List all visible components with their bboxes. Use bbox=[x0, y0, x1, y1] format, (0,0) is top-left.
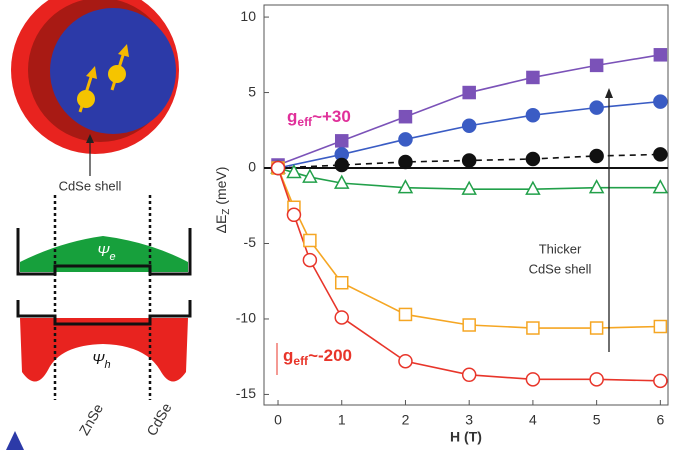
marker bbox=[463, 182, 476, 194]
marker bbox=[590, 181, 603, 193]
y-axis-label: ΔEZ (meV) bbox=[213, 167, 232, 234]
marker bbox=[654, 181, 667, 193]
marker bbox=[527, 322, 539, 334]
trend-arrow-head bbox=[605, 88, 613, 98]
spin bbox=[77, 90, 95, 108]
x-tick-label: 5 bbox=[593, 412, 601, 428]
marker bbox=[463, 119, 476, 132]
marker bbox=[654, 148, 667, 161]
annotation-sub: eff bbox=[293, 354, 309, 368]
arrow-label: CdSe shell bbox=[529, 261, 592, 276]
x-tick-label: 6 bbox=[656, 412, 664, 428]
x-axis-label: H (T) bbox=[450, 429, 482, 445]
x-tick-label: 1 bbox=[338, 412, 346, 428]
y-tick-label: -5 bbox=[244, 234, 257, 250]
y-tick-label: 5 bbox=[248, 83, 256, 99]
marker bbox=[591, 59, 603, 71]
marker bbox=[287, 208, 300, 221]
electron-well: Ψe bbox=[18, 228, 190, 274]
marker bbox=[336, 135, 348, 147]
marker bbox=[654, 321, 666, 333]
marker bbox=[526, 373, 539, 386]
arrow-label: Thicker bbox=[539, 241, 582, 256]
annotation: geff~+30 bbox=[287, 107, 351, 129]
y-tick-label: -10 bbox=[236, 310, 256, 326]
annotation-base: g bbox=[283, 346, 293, 365]
y-label-base: ΔE bbox=[213, 215, 229, 234]
psi-h-shape bbox=[20, 318, 188, 382]
psi-e-base: Ψ bbox=[97, 243, 110, 260]
corner-mark bbox=[6, 431, 24, 450]
x-tick-label: 3 bbox=[465, 412, 473, 428]
nanocrystal: CdSe shell bbox=[11, 0, 179, 193]
y-label-rest: (meV) bbox=[213, 167, 229, 209]
marker bbox=[654, 95, 667, 108]
marker bbox=[303, 254, 316, 267]
shell-label: CdSe shell bbox=[59, 178, 122, 193]
marker bbox=[590, 149, 603, 162]
page: {"chart_data": {"type": "line", "x_label… bbox=[0, 0, 673, 450]
y-tick-label: 0 bbox=[248, 159, 256, 175]
y-tick-label: 10 bbox=[240, 8, 256, 24]
spin bbox=[108, 65, 126, 83]
hole-well: Ψh bbox=[18, 300, 190, 382]
marker bbox=[272, 162, 285, 175]
annotation-base: g bbox=[287, 107, 297, 126]
marker bbox=[463, 154, 476, 167]
psi-h-label: Ψh bbox=[92, 351, 111, 371]
marker bbox=[463, 368, 476, 381]
layer-label: CdSe bbox=[143, 400, 174, 439]
psi-h-base: Ψ bbox=[92, 351, 105, 368]
marker bbox=[336, 277, 348, 289]
marker bbox=[463, 319, 475, 331]
psi-h-sub: h bbox=[104, 359, 110, 371]
marker bbox=[654, 49, 666, 61]
marker bbox=[654, 374, 667, 387]
layer-label: ZnSe bbox=[76, 401, 107, 438]
marker bbox=[399, 111, 411, 123]
marker bbox=[399, 308, 411, 320]
figure: CdSe shell Ψe Ψh ZnSe CdSe H (T) ΔEZ (me… bbox=[0, 0, 673, 450]
marker bbox=[526, 152, 539, 165]
annotation-sub: eff bbox=[297, 115, 313, 129]
y-tick-label: -15 bbox=[236, 385, 256, 401]
marker bbox=[526, 182, 539, 194]
x-tick-label: 2 bbox=[402, 412, 410, 428]
marker bbox=[527, 71, 539, 83]
psi-e-sub: e bbox=[109, 251, 115, 263]
x-tick-label: 0 bbox=[274, 412, 282, 428]
marker bbox=[463, 87, 475, 99]
marker bbox=[399, 155, 412, 168]
marker bbox=[590, 101, 603, 114]
annotation: geff~-200 bbox=[283, 346, 352, 368]
marker bbox=[590, 373, 603, 386]
marker bbox=[526, 109, 539, 122]
marker bbox=[335, 159, 348, 172]
marker bbox=[591, 322, 603, 334]
marker bbox=[335, 311, 348, 324]
annotation-rest: ~-200 bbox=[308, 346, 352, 365]
plot-frame bbox=[264, 5, 668, 405]
marker bbox=[399, 133, 412, 146]
annotation-rest: ~+30 bbox=[312, 107, 351, 126]
marker bbox=[399, 355, 412, 368]
marker bbox=[304, 234, 316, 246]
x-tick-label: 4 bbox=[529, 412, 537, 428]
